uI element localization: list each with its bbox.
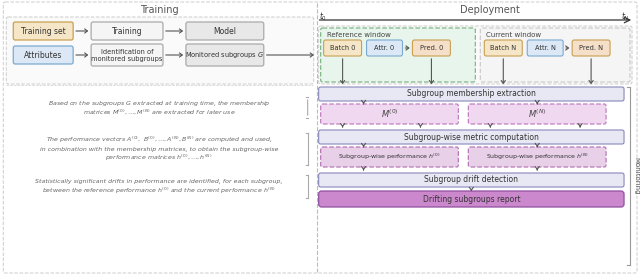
FancyBboxPatch shape bbox=[321, 147, 458, 167]
FancyBboxPatch shape bbox=[186, 22, 264, 40]
Text: Batch N: Batch N bbox=[490, 45, 516, 51]
Text: Attr. N: Attr. N bbox=[535, 45, 556, 51]
Text: Drifting subgroups report: Drifting subgroups report bbox=[422, 194, 520, 204]
Text: Pred. 0: Pred. 0 bbox=[420, 45, 443, 51]
Text: Subgroup drift detection: Subgroup drift detection bbox=[424, 175, 518, 185]
FancyBboxPatch shape bbox=[319, 130, 624, 144]
Text: Subgroup membership extraction: Subgroup membership extraction bbox=[407, 89, 536, 98]
FancyBboxPatch shape bbox=[468, 104, 606, 124]
Text: Subgroup-wise metric computation: Subgroup-wise metric computation bbox=[404, 133, 539, 142]
FancyBboxPatch shape bbox=[3, 2, 637, 273]
FancyBboxPatch shape bbox=[572, 40, 610, 56]
FancyBboxPatch shape bbox=[481, 28, 630, 82]
FancyBboxPatch shape bbox=[319, 87, 624, 101]
Text: between the reference performance $h^{(0)}$ and the current performance $h^{(N)}: between the reference performance $h^{(0… bbox=[42, 186, 276, 196]
Text: Statistically significant drifts in performance are identified, for each subgrou: Statistically significant drifts in perf… bbox=[35, 180, 283, 185]
FancyBboxPatch shape bbox=[13, 46, 73, 64]
Text: Batch 0: Batch 0 bbox=[330, 45, 355, 51]
Text: monitored subgroups: monitored subgroups bbox=[92, 56, 163, 62]
Text: Attributes: Attributes bbox=[24, 51, 63, 59]
FancyBboxPatch shape bbox=[527, 40, 563, 56]
Text: Based on the subgroups $G$ extracted at training time, the membership: Based on the subgroups $G$ extracted at … bbox=[47, 98, 270, 108]
Text: Monitored subgroups $G$: Monitored subgroups $G$ bbox=[185, 50, 264, 60]
FancyBboxPatch shape bbox=[484, 40, 522, 56]
Text: $t_0$: $t_0$ bbox=[319, 11, 327, 23]
Text: Current window: Current window bbox=[486, 32, 541, 38]
FancyBboxPatch shape bbox=[91, 22, 163, 40]
Text: $t_N$: $t_N$ bbox=[621, 11, 630, 23]
FancyBboxPatch shape bbox=[91, 44, 163, 66]
Text: Training: Training bbox=[140, 5, 179, 15]
Text: Pred. N: Pred. N bbox=[579, 45, 603, 51]
Text: in combination with the membership matrices, to obtain the subgroup-wise: in combination with the membership matri… bbox=[40, 147, 278, 152]
FancyBboxPatch shape bbox=[186, 44, 264, 66]
FancyBboxPatch shape bbox=[367, 40, 403, 56]
FancyBboxPatch shape bbox=[13, 22, 73, 40]
FancyBboxPatch shape bbox=[412, 40, 451, 56]
Text: $M^{(N)}$: $M^{(N)}$ bbox=[528, 108, 547, 120]
FancyBboxPatch shape bbox=[324, 40, 362, 56]
FancyBboxPatch shape bbox=[319, 173, 624, 187]
Text: Subgroup-wise performance $h^{(N)}$: Subgroup-wise performance $h^{(N)}$ bbox=[486, 152, 589, 162]
Text: Subgroup-wise performance $h^{(0)}$: Subgroup-wise performance $h^{(0)}$ bbox=[338, 152, 441, 162]
FancyBboxPatch shape bbox=[319, 26, 632, 84]
FancyBboxPatch shape bbox=[468, 147, 606, 167]
Text: Training set: Training set bbox=[21, 26, 65, 35]
Text: Training: Training bbox=[112, 26, 142, 35]
Text: $M^{(0)}$: $M^{(0)}$ bbox=[381, 108, 398, 120]
Text: performance matrices $h^{(0)}, \ldots, h^{(N)}$: performance matrices $h^{(0)}, \ldots, h… bbox=[106, 153, 212, 163]
Text: Reference window: Reference window bbox=[326, 32, 390, 38]
Text: Attr. 0: Attr. 0 bbox=[374, 45, 395, 51]
FancyBboxPatch shape bbox=[321, 28, 476, 82]
Text: matrices $M^{(0)}, \ldots, M^{(N)}$ are extracted for later use: matrices $M^{(0)}, \ldots, M^{(N)}$ are … bbox=[83, 108, 236, 116]
Text: Monitoring: Monitoring bbox=[633, 157, 639, 195]
FancyBboxPatch shape bbox=[321, 104, 458, 124]
FancyBboxPatch shape bbox=[319, 191, 624, 207]
Text: The performance vectors $A^{(0)},\ B^{(0)}, \ldots, A^{(N)}, B^{(N)}$ are comput: The performance vectors $A^{(0)},\ B^{(0… bbox=[45, 135, 272, 145]
FancyBboxPatch shape bbox=[6, 17, 314, 84]
Text: Model: Model bbox=[213, 26, 236, 35]
Text: Identification of: Identification of bbox=[100, 49, 154, 55]
Text: Deployment: Deployment bbox=[460, 5, 520, 15]
